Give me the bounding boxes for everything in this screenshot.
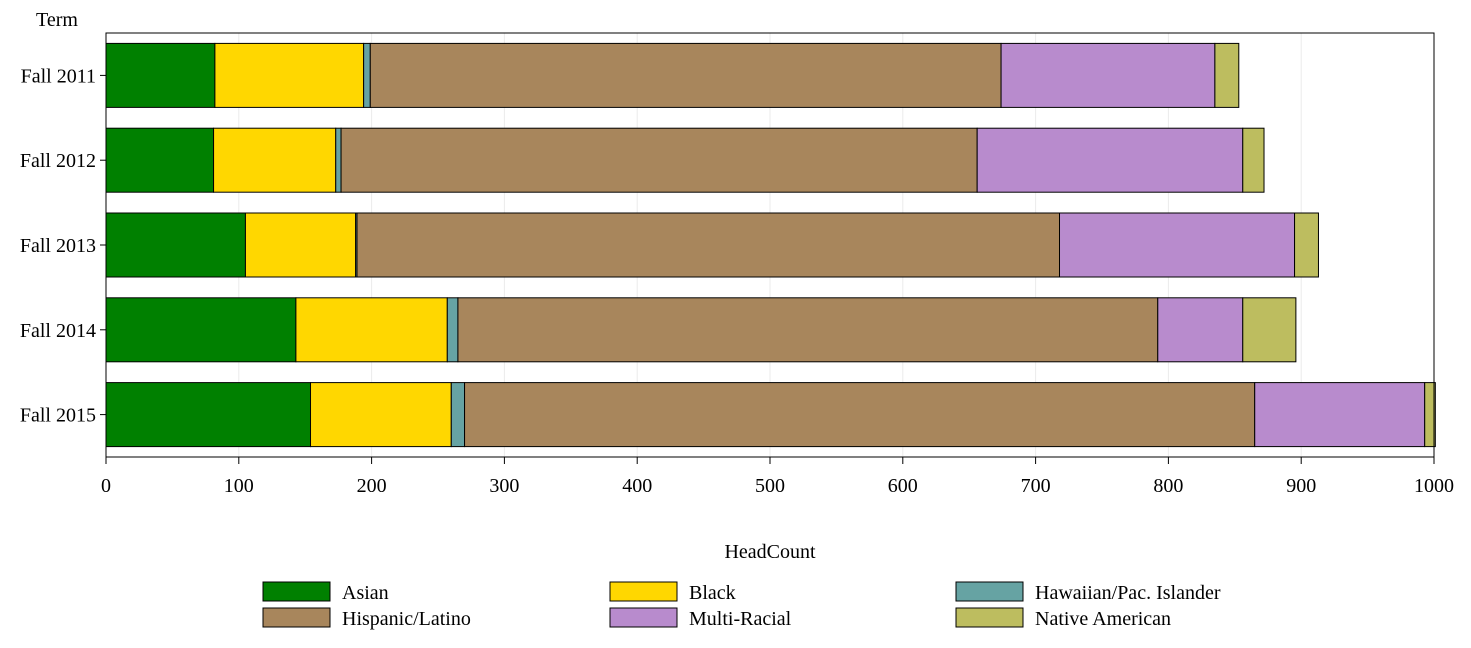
bar-segment [1294, 212, 1319, 278]
y-tick-label: Fall 2012 [20, 150, 96, 172]
legend-label: Asian [342, 582, 389, 604]
legend-label: Native American [1035, 608, 1171, 630]
x-tick-label: 1000 [1414, 475, 1454, 497]
bar-segment [105, 127, 215, 193]
bar-segment [105, 212, 246, 278]
y-tick-label: Fall 2013 [20, 235, 96, 257]
x-axis: 0 100 200 300 400 500 600 700 800 900 1000 [101, 457, 1454, 497]
y-tick-label: Fall 2014 [20, 320, 96, 342]
bar-segment [446, 297, 459, 363]
y-axis: Fall 2011 Fall 2012 Fall 2013 Fall 2014 Fall… [20, 65, 106, 427]
bar-segment [464, 382, 1256, 448]
bar-segment [450, 382, 466, 448]
legend-label: Hawaiian/Pac. Islander [1035, 582, 1221, 604]
bar-segment [363, 42, 371, 108]
bar-segment [369, 42, 1002, 108]
x-tick-label: 600 [888, 475, 918, 497]
bar-segment [244, 212, 357, 278]
bar-segment [1424, 382, 1436, 448]
bar-segment [1214, 42, 1240, 108]
legend-swatch [955, 581, 1024, 602]
bar-segment [1242, 297, 1297, 363]
bar-segment [1059, 212, 1296, 278]
legend-swatch [609, 607, 678, 628]
bar-segment [1242, 127, 1265, 193]
x-tick-label: 400 [622, 475, 652, 497]
bars-layer [105, 42, 1436, 448]
legend-label: Black [689, 582, 736, 604]
bar-segment [214, 42, 365, 108]
x-tick-label: 300 [489, 475, 519, 497]
y-tick-label: Fall 2011 [21, 65, 96, 87]
x-tick-label: 0 [101, 475, 111, 497]
y-axis-title: Term [36, 9, 78, 31]
x-axis-title: HeadCount [724, 541, 816, 563]
bar-segment [295, 297, 448, 363]
legend-swatch [262, 581, 331, 602]
bar-segment [335, 127, 342, 193]
bar-segment [310, 382, 452, 448]
legend: Asian Black Hawaiian/Pac. Islander Hispanic… [262, 581, 1221, 630]
bar-segment [457, 297, 1159, 363]
legend-swatch [262, 607, 331, 628]
legend-swatch [955, 607, 1024, 628]
legend-label: Multi-Racial [689, 608, 792, 630]
x-tick-label: 700 [1021, 475, 1051, 497]
x-tick-label: 500 [755, 475, 785, 497]
bar-segment [105, 42, 216, 108]
x-tick-label: 900 [1286, 475, 1316, 497]
bar-segment [1000, 42, 1216, 108]
bar-segment [356, 212, 1061, 278]
legend-swatch [609, 581, 678, 602]
bar-segment [105, 382, 312, 448]
bar-segment [213, 127, 337, 193]
bar-segment [340, 127, 978, 193]
bar-segment [976, 127, 1244, 193]
bar-segment [1254, 382, 1426, 448]
y-tick-label: Fall 2015 [20, 405, 96, 427]
x-tick-label: 100 [224, 475, 254, 497]
x-tick-label: 200 [357, 475, 387, 497]
legend-label: Hispanic/Latino [342, 608, 471, 630]
x-tick-label: 800 [1153, 475, 1183, 497]
bar-segment [105, 297, 297, 363]
bar-segment [1157, 297, 1244, 363]
